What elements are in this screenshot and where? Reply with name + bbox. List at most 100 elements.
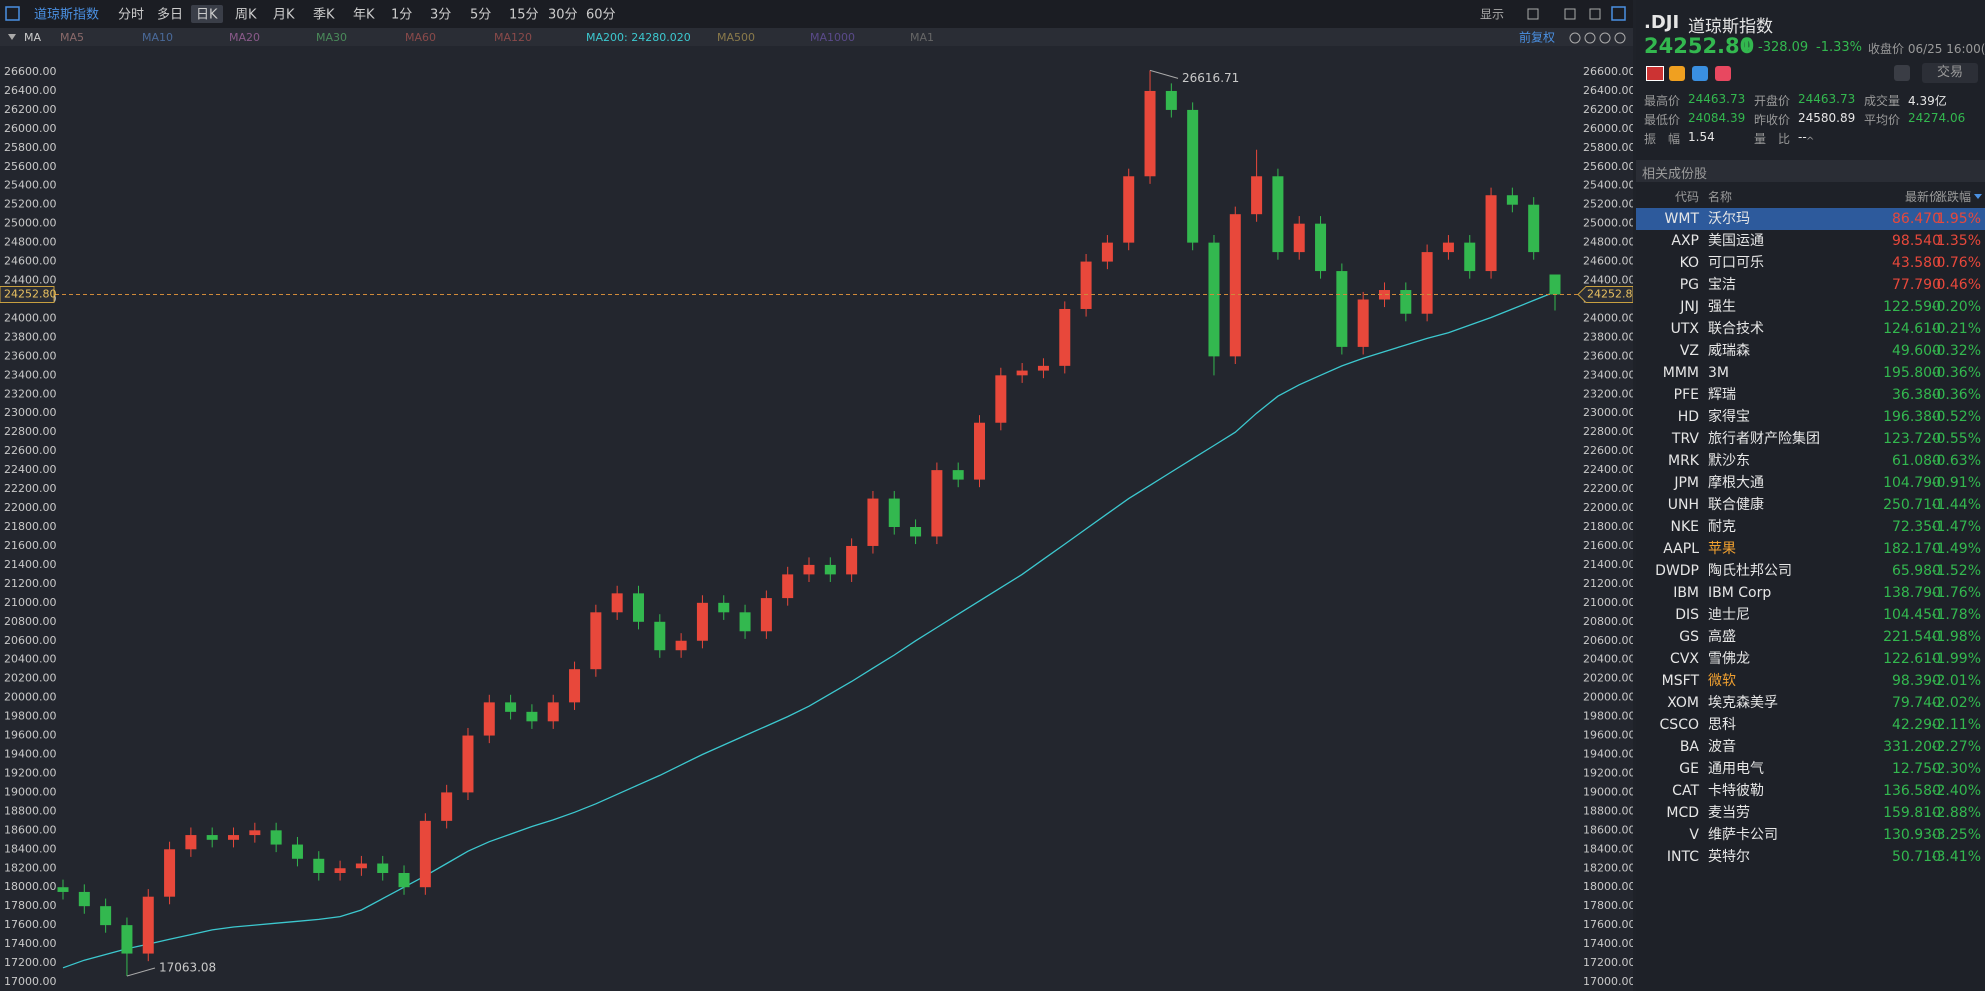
icon[interactable] [1584,32,1596,44]
y-tick-label: 21000.00 [4,596,57,609]
cell-nm: 迪士尼 [1708,607,1750,623]
table-row[interactable]: UNH 联合健康 250.710 -1.44% [1636,494,1985,516]
table-row[interactable]: AAPL 苹果 182.170 -1.49% [1636,538,1985,560]
period-tab[interactable]: 60分 [586,8,616,23]
icon[interactable] [1599,32,1611,44]
icon[interactable] [1692,66,1708,81]
table-row[interactable]: CSCO 思科 42.290 -2.11% [1636,714,1985,736]
table-row[interactable]: GE 通用电气 12.750 -2.30% [1636,758,1985,780]
table-row[interactable]: WMT 沃尔玛 86.470 1.95% [1636,208,1985,230]
cell-price: 49.600 [1892,343,1941,359]
table-row[interactable]: CVX 雪佛龙 122.610 -1.99% [1636,648,1985,670]
table-row[interactable]: INTC 英特尔 50.710 -3.41% [1636,846,1985,868]
candle-body [291,844,303,859]
icon[interactable] [1669,66,1685,81]
icon[interactable] [1564,8,1576,20]
table-row[interactable]: JNJ 强生 122.590 -0.20% [1636,296,1985,318]
y-tick-label-right: 24800.00 [1583,236,1633,249]
period-tab[interactable]: 多日 [157,7,183,23]
period-tab[interactable]: 1分 [391,8,412,23]
flag-icon [1646,66,1664,81]
cell-code: HD [1677,409,1699,425]
table-row[interactable]: IBM IBM Corp 138.790 -1.76% [1636,582,1985,604]
table-row[interactable]: DWDP 陶氏杜邦公司 65.980 -1.52% [1636,560,1985,582]
table-row[interactable]: UTX 联合技术 124.610 -0.21% [1636,318,1985,340]
table-row[interactable]: HD 家得宝 196.380 -0.52% [1636,406,1985,428]
collapse[interactable]: ^ [1806,136,1815,147]
y-tick-label-right: 19000.00 [1583,785,1633,798]
icon[interactable] [1614,32,1626,44]
period-tab[interactable]: 月K [273,8,295,23]
price-tag [0,285,55,303]
candle-body [1442,242,1454,253]
table-row[interactable]: MMM 3M 195.800 -0.36% [1636,362,1985,384]
period-tab[interactable]: 日K [196,8,218,23]
period-tab[interactable]: 5分 [470,8,491,23]
adjust-mode[interactable]: 前复权 [1519,30,1555,45]
period-tab[interactable]: 年K [353,8,375,23]
y-tick-label-right: 26400.00 [1583,84,1633,97]
table-row[interactable]: VZ 威瑞森 49.600 -0.32% [1636,340,1985,362]
table-row[interactable]: DIS 迪士尼 104.450 -1.78% [1636,604,1985,626]
y-tick-label-right: 24400.00 [1583,274,1633,287]
candle-body [846,545,858,575]
candle-body [1251,176,1263,215]
period-tab[interactable]: 季K [313,8,335,23]
cell-code: CSCO [1659,717,1699,733]
period-tab[interactable]: 分时 [118,8,144,23]
cell-price: 61.080 [1892,453,1941,469]
table-row[interactable]: BA 波音 331.200 -2.27% [1636,736,1985,758]
y-tick-label: 20000.00 [4,691,57,704]
panel-toggle[interactable] [1611,6,1626,21]
icon[interactable] [1569,32,1581,44]
cell-nm: 家得宝 [1708,409,1750,425]
table-row[interactable]: CAT 卡特彼勒 136.580 -2.40% [1636,780,1985,802]
y-tick-label: 25200.00 [4,198,57,211]
icon[interactable] [1527,8,1539,20]
display-menu[interactable]: 显示 [1480,8,1504,22]
candle-body [782,574,794,599]
ma-toggle[interactable] [8,34,16,40]
table-row[interactable]: XOM 埃克森美孚 79.740 -2.02% [1636,692,1985,714]
table-row[interactable]: NKE 耐克 72.350 -1.47% [1636,516,1985,538]
table-row[interactable]: TRV 旅行者财产险集团 123.720 -0.55% [1636,428,1985,450]
cell-nm: 旅行者财产险集团 [1708,431,1820,447]
ma-legend-item: MA60 [405,31,436,44]
period-tab[interactable]: 30分 [548,8,578,23]
icon[interactable] [1715,66,1731,81]
y-tick-label-right: 24600.00 [1583,255,1633,268]
table-row[interactable]: GS 高盛 221.540 -1.98% [1636,626,1985,648]
candle-body [1080,261,1092,309]
max-label: 26616.71 [1182,71,1239,85]
table-row[interactable]: KO 可口可乐 43.580 0.76% [1636,252,1985,274]
period-tab[interactable]: 3分 [430,8,451,23]
table-row[interactable]: JPM 摩根大通 104.790 -0.91% [1636,472,1985,494]
table-row[interactable]: MCD 麦当劳 159.810 -2.88% [1636,802,1985,824]
table-row[interactable]: PG 宝洁 77.790 0.46% [1636,274,1985,296]
cell-nm: 高盛 [1708,629,1736,645]
table-row[interactable]: MSFT 微软 98.390 -2.01% [1636,670,1985,692]
sidebar-toggle[interactable] [5,6,20,21]
candle-body [57,887,69,892]
icon[interactable] [1589,8,1601,20]
bell-icon[interactable] [1894,65,1910,81]
y-tick-label: 23400.00 [4,368,57,381]
candle-body [1400,290,1412,314]
period-tab[interactable]: 15分 [509,8,539,23]
y-tick-label: 17600.00 [4,918,57,931]
index-name[interactable]: 道琼斯指数 [34,8,99,23]
table-row[interactable]: V 维萨卡公司 130.930 -3.25% [1636,824,1985,846]
trade-button[interactable]: 交易 [1922,63,1978,83]
table-row[interactable]: PFE 辉瑞 36.380 -0.36% [1636,384,1985,406]
cell-pct: -2.88% [1931,805,1981,821]
table-row[interactable]: MRK 默沙东 61.080 -0.63% [1636,450,1985,472]
status: 收盘价 06/25 16:00(美东) [1868,42,1985,56]
table-row[interactable]: AXP 美国运通 98.540 1.35% [1636,230,1985,252]
candle-body [1506,195,1518,205]
candle-body [462,735,474,793]
cell-price: 122.610 [1883,651,1941,667]
candle-body [1059,308,1071,366]
period-tab[interactable]: 周K [235,8,257,23]
candle-body [164,849,176,897]
